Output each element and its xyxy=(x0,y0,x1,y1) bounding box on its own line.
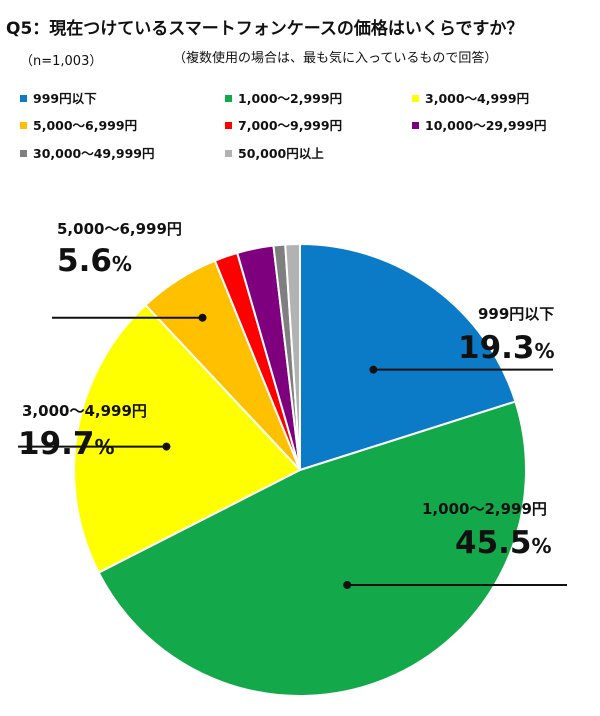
callout-pct-3000: 19.7% xyxy=(18,426,115,462)
leader-dot-3 xyxy=(198,313,207,322)
callout-pct-value: 19.3 xyxy=(458,330,535,366)
legend-item: 7,000〜9,999円 xyxy=(225,117,342,135)
callout-label-999: 999円以下 xyxy=(478,305,555,323)
pie-slice-1 xyxy=(97,400,527,697)
legend-label: 1,000〜2,999円 xyxy=(238,91,343,106)
legend-swatch xyxy=(412,122,419,129)
legend-label: 999円以下 xyxy=(33,91,97,106)
legend-item: 3,000〜4,999円 xyxy=(412,90,529,108)
legend-swatch xyxy=(20,150,27,157)
callout-pct-value: 19.7 xyxy=(18,426,95,462)
legend-item: 1,000〜2,999円 xyxy=(225,90,342,108)
callout-pct-1000: 45.5% xyxy=(455,525,552,561)
legend-item: 10,000〜29,999円 xyxy=(412,117,546,135)
callout-label-1000: 1,000〜2,999円 xyxy=(422,500,547,518)
legend-swatch xyxy=(412,95,419,102)
legend-label: 30,000〜49,999円 xyxy=(33,146,155,161)
legend-label: 5,000〜6,999円 xyxy=(33,118,138,133)
legend-item: 999円以下 xyxy=(20,90,97,108)
leader-dot-1 xyxy=(343,580,352,589)
pie-slice-2 xyxy=(73,303,302,574)
legend-swatch xyxy=(20,95,27,102)
legend-item: 5,000〜6,999円 xyxy=(20,117,137,135)
percent-unit: % xyxy=(531,534,552,558)
pie-slice-7 xyxy=(284,242,301,471)
leader-dot-2 xyxy=(162,442,171,451)
legend-item: 50,000円以上 xyxy=(225,145,324,163)
callout-pct-value: 45.5 xyxy=(455,525,532,561)
legend-label: 50,000円以上 xyxy=(238,146,324,161)
legend-swatch xyxy=(225,95,232,102)
legend-label: 7,000〜9,999円 xyxy=(238,118,343,133)
percent-unit: % xyxy=(111,252,132,276)
percent-unit: % xyxy=(534,339,555,363)
percent-unit: % xyxy=(94,435,115,459)
callout-label-5000: 5,000〜6,999円 xyxy=(57,220,182,238)
pie-slice-0 xyxy=(299,242,517,472)
callout-pct-999: 19.3% xyxy=(458,330,555,366)
legend-label: 10,000〜29,999円 xyxy=(425,118,547,133)
chart-title: Q5：現在つけているスマートフォンケースの価格はいくらですか？ xyxy=(6,19,524,39)
legend-swatch xyxy=(20,122,27,129)
callout-label-3000: 3,000〜4,999円 xyxy=(22,402,147,420)
legend-label: 3,000〜4,999円 xyxy=(425,91,530,106)
callout-pct-value: 5.6 xyxy=(57,243,112,279)
leader-dot-0 xyxy=(369,365,378,374)
callout-pct-5000: 5.6% xyxy=(57,243,132,279)
sample-size: （n=1,003） xyxy=(20,54,103,69)
legend-item: 30,000〜49,999円 xyxy=(20,145,154,163)
legend-swatch xyxy=(225,122,232,129)
chart-note: （複数使用の場合は、最も気に入っているもので回答） xyxy=(173,51,498,66)
legend-swatch xyxy=(225,150,232,157)
